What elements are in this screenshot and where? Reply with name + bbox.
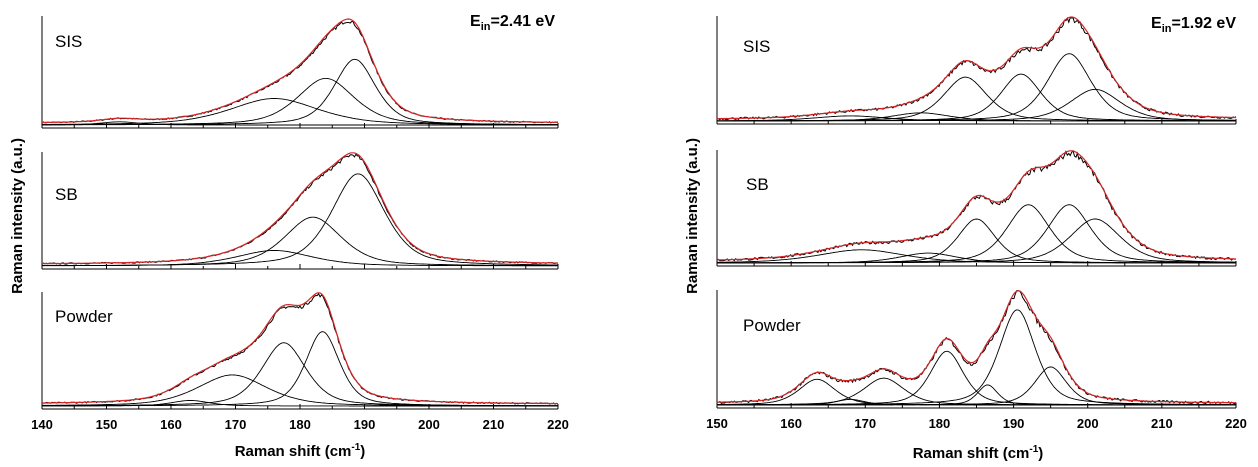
x-tick-label-right-150: 150 bbox=[706, 416, 728, 431]
total-fit-right-powder bbox=[717, 291, 1236, 403]
right-x-axis-title-main: Raman shift (cm bbox=[913, 445, 1030, 462]
right-y-axis-title: Raman intensity (a.u.) bbox=[684, 138, 701, 294]
x-tick-label-right-220: 220 bbox=[1225, 416, 1247, 431]
x-tick-label-right-210: 210 bbox=[1151, 416, 1173, 431]
component-peak-right-powder-7 bbox=[717, 367, 1236, 405]
left-x-axis-title-main: Raman shift (cm bbox=[235, 443, 352, 460]
left-panel-label-sis: SIS bbox=[55, 32, 82, 51]
component-peak-left-sb-2 bbox=[42, 217, 558, 266]
x-tick-label-right-170: 170 bbox=[854, 416, 876, 431]
right-x-axis-title: Raman shift (cm-1) bbox=[913, 444, 1044, 462]
x-tick-label-left-150: 150 bbox=[96, 417, 118, 432]
subplot-right-sis bbox=[717, 16, 1236, 124]
right-energy-sub: in bbox=[1162, 23, 1172, 35]
x-tick-label-right-200: 200 bbox=[1077, 416, 1099, 431]
total-fit-left-sb bbox=[42, 153, 558, 264]
left-panel-label-powder: Powder bbox=[55, 307, 113, 326]
x-tick-label-left-140: 140 bbox=[31, 417, 53, 432]
right-x-axis-title-close: ) bbox=[1038, 445, 1043, 462]
right-energy-prefix: E bbox=[1151, 15, 1162, 32]
subplot-right-powder bbox=[717, 290, 1236, 408]
left-energy-sub: in bbox=[481, 21, 491, 33]
component-peak-right-sb-3 bbox=[717, 219, 1236, 263]
measured-spectrum-left-sb bbox=[42, 154, 558, 264]
panel-right: 150 160 170 180 190 200 210 220 bbox=[706, 16, 1247, 431]
measured-spectrum-right-sis bbox=[717, 18, 1236, 120]
x-tick-label-left-160: 160 bbox=[160, 417, 182, 432]
component-peak-right-sis-4 bbox=[717, 74, 1236, 121]
x-tick-label-left-180: 180 bbox=[289, 417, 311, 432]
x-tick-label-right-180: 180 bbox=[929, 416, 951, 431]
right-energy-value: =1.92 eV bbox=[1172, 15, 1237, 32]
measured-spectrum-left-powder bbox=[42, 294, 558, 404]
x-tick-label-right-190: 190 bbox=[1003, 416, 1025, 431]
left-energy-prefix: E bbox=[470, 13, 481, 30]
left-y-axis-title: Raman intensity (a.u.) bbox=[9, 138, 26, 294]
subplot-left-sb bbox=[42, 152, 558, 269]
right-energy-label: Ein=1.92 eV bbox=[1151, 15, 1236, 35]
x-tick-label-left-220: 220 bbox=[547, 417, 569, 432]
right-panel-label-powder: Powder bbox=[743, 316, 801, 335]
measured-spectrum-left-sis bbox=[42, 21, 558, 123]
x-tick-label-left-210: 210 bbox=[483, 417, 505, 432]
component-peak-left-sis-4 bbox=[42, 59, 558, 125]
measured-spectrum-right-sb bbox=[717, 151, 1236, 261]
total-fit-right-sis bbox=[717, 17, 1236, 119]
total-fit-right-sb bbox=[717, 151, 1236, 260]
x-tick-label-left-190: 190 bbox=[354, 417, 376, 432]
component-peak-left-sb-3 bbox=[42, 174, 558, 266]
component-peak-left-powder-4 bbox=[42, 332, 558, 406]
measured-spectrum-right-powder bbox=[717, 291, 1236, 404]
left-panel-label-sb: SB bbox=[55, 185, 78, 204]
left-energy-value: =2.41 eV bbox=[491, 13, 556, 30]
x-tick-label-left-170: 170 bbox=[225, 417, 247, 432]
right-panel-label-sis: SIS bbox=[743, 37, 770, 56]
plot-area: 140 150 160 170 180 190 200 210 220 150 160 170 180 1… bbox=[31, 16, 1247, 432]
x-tick-label-left-200: 200 bbox=[418, 417, 440, 432]
component-peak-right-sb-6 bbox=[717, 219, 1236, 263]
component-peak-right-sis-3 bbox=[717, 77, 1236, 121]
total-fit-left-sis bbox=[42, 19, 558, 123]
left-energy-label: Ein=2.41 eV bbox=[470, 13, 555, 33]
panel-left: 140 150 160 170 180 190 200 210 220 bbox=[31, 16, 569, 432]
left-x-axis-title-close: ) bbox=[360, 443, 365, 460]
left-x-axis-title: Raman shift (cm-1) bbox=[235, 442, 366, 460]
subplot-left-powder bbox=[42, 292, 558, 409]
total-fit-left-powder bbox=[42, 293, 558, 404]
subplot-right-sb bbox=[717, 150, 1236, 266]
right-panel-label-sb: SB bbox=[746, 175, 769, 194]
x-tick-label-right-160: 160 bbox=[780, 416, 802, 431]
